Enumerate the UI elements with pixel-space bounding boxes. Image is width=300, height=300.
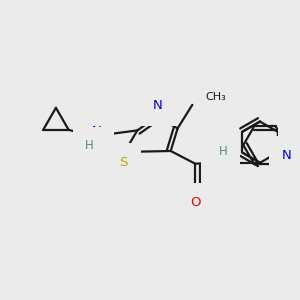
Text: S: S: [119, 156, 128, 169]
Text: N: N: [282, 149, 292, 162]
Text: H: H: [85, 139, 94, 152]
Text: N: N: [291, 139, 300, 152]
Text: N: N: [91, 125, 101, 138]
Text: N: N: [214, 155, 224, 168]
Text: O: O: [190, 196, 200, 209]
Text: CH₃: CH₃: [205, 92, 226, 102]
Text: N: N: [153, 99, 163, 112]
Text: H: H: [219, 146, 228, 158]
